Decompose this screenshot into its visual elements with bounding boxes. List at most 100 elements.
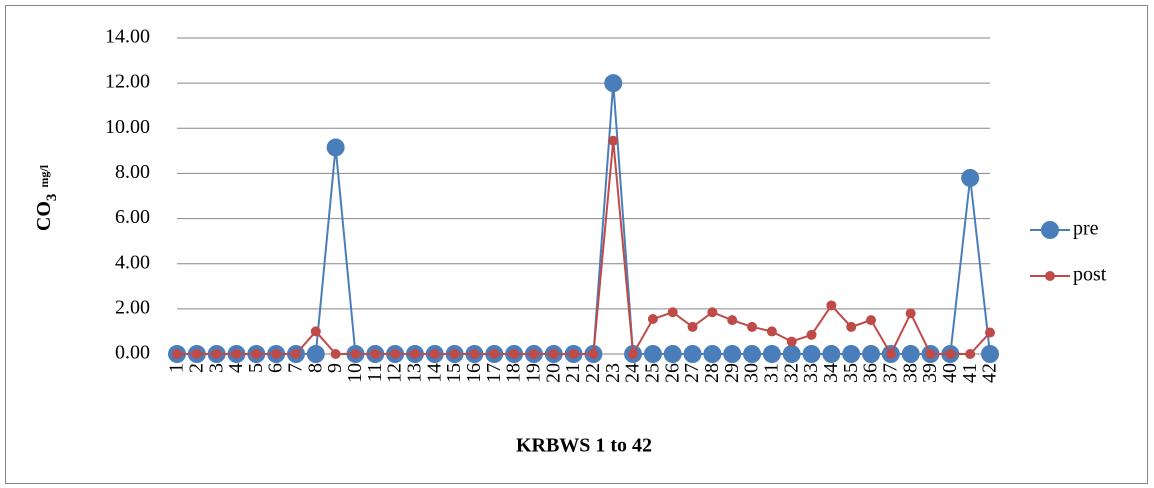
legend-marker xyxy=(1041,221,1059,239)
point xyxy=(211,349,222,359)
point xyxy=(723,345,742,363)
x-tick-label: 9 xyxy=(324,363,346,373)
point xyxy=(707,307,718,318)
point xyxy=(703,345,722,363)
point xyxy=(667,307,678,318)
point xyxy=(901,345,920,363)
point xyxy=(782,345,801,363)
point xyxy=(172,349,182,359)
point xyxy=(802,345,821,363)
y-tick-label: 14.00 xyxy=(105,26,150,48)
x-tick-label: 40 xyxy=(939,363,961,383)
y-tick-label: 0.00 xyxy=(115,342,150,364)
x-tick-label: 8 xyxy=(304,363,326,373)
x-tick-label: 28 xyxy=(701,363,723,383)
point xyxy=(489,349,500,359)
point xyxy=(981,345,999,363)
point xyxy=(350,349,361,359)
x-tick-label: 21 xyxy=(562,363,584,383)
x-tick-label: 34 xyxy=(820,363,842,383)
point xyxy=(330,349,341,359)
point xyxy=(826,300,837,311)
point xyxy=(683,345,702,363)
point xyxy=(766,326,777,337)
point xyxy=(747,321,758,332)
point xyxy=(231,349,242,359)
point xyxy=(588,349,599,359)
point xyxy=(251,349,262,359)
x-axis-title: KRBWS 1 to 42 xyxy=(516,435,652,457)
point xyxy=(409,349,420,359)
point xyxy=(846,321,857,332)
y-tick-label: 12.00 xyxy=(105,71,150,93)
x-tick-label: 20 xyxy=(542,363,564,383)
x-tick-label: 30 xyxy=(741,363,763,383)
x-tick-label: 17 xyxy=(483,363,505,383)
point xyxy=(687,321,698,332)
point xyxy=(568,349,579,359)
point xyxy=(628,349,639,359)
point xyxy=(608,135,619,146)
point xyxy=(604,74,623,93)
x-tick-label: 22 xyxy=(582,363,604,383)
x-tick-label: 26 xyxy=(661,363,683,383)
x-tick-label: 23 xyxy=(602,363,624,383)
point xyxy=(290,349,301,359)
point xyxy=(647,314,658,325)
y-tick-label: 10.00 xyxy=(105,116,150,138)
point xyxy=(271,349,282,359)
point xyxy=(806,329,817,340)
x-tick-label: 39 xyxy=(919,363,941,383)
point xyxy=(509,349,520,359)
x-tick-label: 15 xyxy=(443,363,465,383)
point xyxy=(925,349,936,359)
point xyxy=(548,349,559,359)
x-tick-label: 36 xyxy=(860,363,882,383)
point xyxy=(429,349,440,359)
point xyxy=(762,345,781,363)
x-tick-label: 16 xyxy=(463,363,485,383)
point xyxy=(945,349,956,359)
x-tick-label: 42 xyxy=(979,363,1001,383)
y-tick-label: 6.00 xyxy=(115,206,150,228)
y-tick-label: 2.00 xyxy=(115,296,150,318)
x-tick-label: 6 xyxy=(265,363,287,373)
x-tick-label: 24 xyxy=(622,363,644,383)
y-axis-title-sub: 3 xyxy=(44,194,60,202)
x-tick-label: 18 xyxy=(503,363,525,383)
point xyxy=(326,138,345,157)
legend-marker xyxy=(1045,271,1055,281)
x-tick-label: 37 xyxy=(879,363,901,383)
point xyxy=(469,349,480,359)
x-tick-label: 32 xyxy=(780,363,802,383)
point xyxy=(885,349,896,359)
x-tick-label: 12 xyxy=(384,363,406,383)
x-tick-label: 31 xyxy=(760,363,782,383)
point xyxy=(306,345,325,363)
point xyxy=(985,327,995,338)
point xyxy=(449,349,460,359)
x-tick-label: 29 xyxy=(721,363,743,383)
x-tick-label: 35 xyxy=(840,363,862,383)
point xyxy=(965,349,976,359)
x-tick-label: 33 xyxy=(800,363,822,383)
point xyxy=(727,315,738,326)
y-tick-label: 4.00 xyxy=(115,251,150,273)
y-tick-label: 8.00 xyxy=(115,161,150,183)
x-tick-label: 11 xyxy=(364,363,386,382)
point xyxy=(191,349,202,359)
chart-border xyxy=(5,5,1148,484)
x-tick-label: 19 xyxy=(523,363,545,383)
x-tick-label: 2 xyxy=(185,363,207,373)
x-tick-label: 27 xyxy=(681,363,703,383)
y-axis-title: CO3 mg/l xyxy=(33,164,61,231)
point xyxy=(842,345,861,363)
x-tick-label: 7 xyxy=(285,363,307,373)
point xyxy=(822,345,841,363)
x-tick-label: 4 xyxy=(225,363,247,373)
x-tick-label: 41 xyxy=(959,363,981,383)
point xyxy=(643,345,662,363)
point xyxy=(743,345,762,363)
y-axis-title-main: CO xyxy=(33,201,55,231)
